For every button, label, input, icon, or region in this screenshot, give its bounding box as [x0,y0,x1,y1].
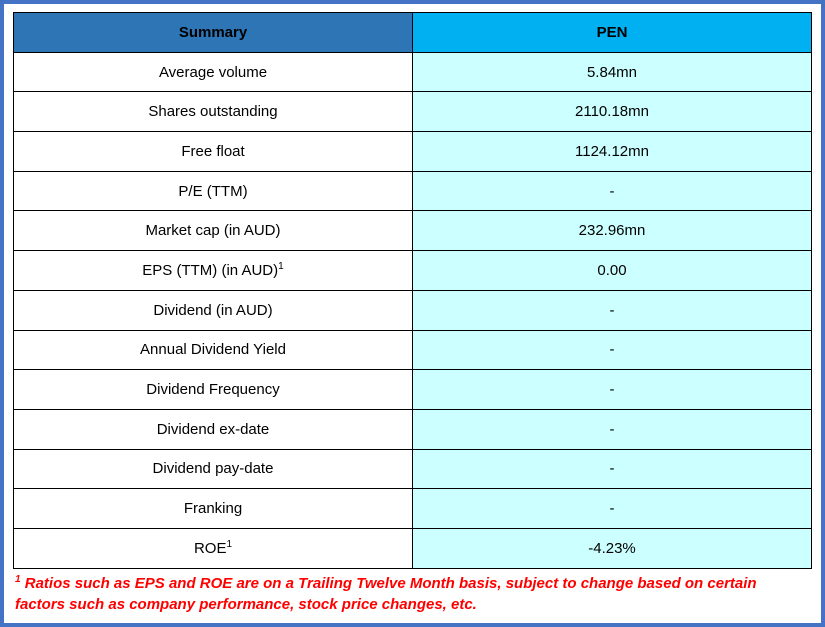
header-row: Summary PEN [13,12,812,53]
metric-value: - [412,170,812,212]
footnote-superscript: 1 [15,573,21,585]
footnote: 1 Ratios such as EPS and ROE are on a Tr… [13,569,812,617]
table-row: Market cap (in AUD) 232.96mn [13,210,812,252]
metric-label: Annual Dividend Yield [13,329,413,371]
table-row: P/E (TTM) - [13,170,812,212]
metric-value: 5.84mn [412,51,812,93]
label-superscript: 1 [278,260,284,272]
metric-label: Dividend pay-date [13,448,413,490]
summary-column-header: Summary [13,12,413,53]
table-row: Dividend pay-date - [13,448,812,490]
table-row: Dividend ex-date - [13,408,812,450]
metric-value: 2110.18mn [412,91,812,133]
metric-value: - [412,408,812,450]
metric-label: Shares outstanding [13,91,413,133]
table-row: Free float 1124.12mn [13,131,812,172]
metric-label: EPS (TTM) (in AUD)1 [13,250,413,291]
label-superscript: 1 [226,538,233,550]
metric-value: - [412,369,812,410]
metric-label: Franking [13,488,413,529]
metric-label: Market cap (in AUD) [13,210,413,252]
metric-value: - [412,329,812,371]
footnote-text: Ratios such as EPS and ROE are on a Trai… [15,574,757,614]
metric-label: P/E (TTM) [13,170,413,212]
table-row: Dividend (in AUD) - [13,289,812,331]
metric-label: Dividend (in AUD) [13,289,413,331]
metric-label: ROE1 [13,527,413,569]
table-row: Franking - [13,488,812,529]
metric-value: -4.23% [412,527,812,569]
summary-table: Summary PEN Average volume 5.84mn Shares o… [13,12,812,569]
metric-label: Free float [13,131,413,172]
metric-value: - [412,289,812,331]
metric-label: Average volume [13,51,413,93]
metric-value: 1124.12mn [412,131,812,172]
ticker-column-header: PEN [412,12,812,53]
table-row: Shares outstanding 2110.18mn [13,91,812,133]
metric-value: 232.96mn [412,210,812,252]
table-row: Average volume 5.84mn [13,51,812,93]
table-row: EPS (TTM) (in AUD)1 0.00 [13,250,812,291]
table-row: Annual Dividend Yield - [13,329,812,371]
table-row: Dividend Frequency - [13,369,812,410]
table-row: ROE1 -4.23% [13,527,812,569]
metric-value: - [412,488,812,529]
metric-value: - [412,448,812,490]
metric-label: Dividend Frequency [13,369,413,410]
metric-value: 0.00 [412,250,812,291]
metric-label: Dividend ex-date [13,408,413,450]
